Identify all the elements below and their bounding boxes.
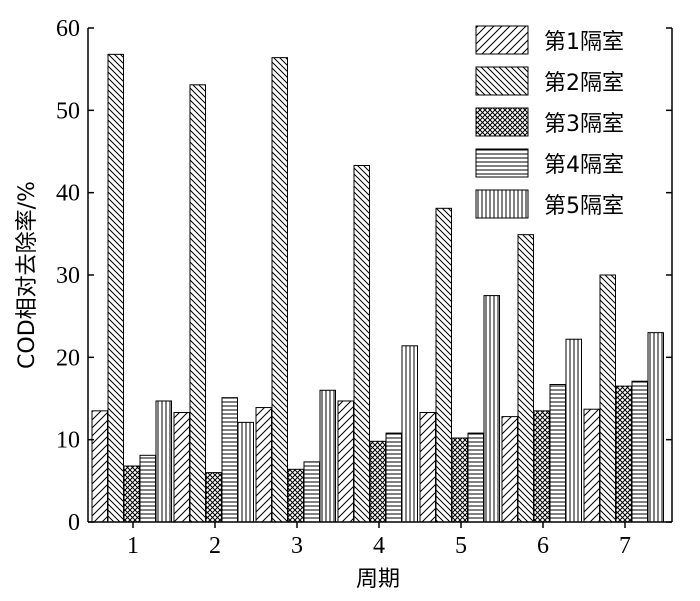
bar-series5-period1 bbox=[155, 400, 172, 523]
bar-series4-period6 bbox=[549, 384, 566, 523]
legend-label-1: 第1隔室 bbox=[544, 30, 624, 55]
bar-series3-period7 bbox=[615, 385, 632, 523]
bar-series2-period1 bbox=[107, 53, 124, 523]
bar-series5-period5 bbox=[483, 295, 500, 523]
bar-series1-period6 bbox=[501, 416, 518, 523]
bar-series2-period7 bbox=[599, 274, 616, 523]
y-tick-label-20: 20 bbox=[56, 345, 80, 371]
x-tick-label-4: 4 bbox=[373, 533, 385, 559]
bar-series4-period5 bbox=[467, 432, 484, 523]
x-tick-label-5: 5 bbox=[455, 533, 467, 559]
bar-series2-period6 bbox=[517, 234, 534, 523]
bar-series1-period1 bbox=[91, 410, 108, 523]
bar-series1-period3 bbox=[255, 407, 272, 523]
bar-series3-period3 bbox=[287, 468, 304, 523]
bar-series3-period4 bbox=[369, 440, 386, 523]
bar-series5-period6 bbox=[565, 338, 582, 523]
bar-series4-period4 bbox=[385, 432, 402, 523]
bar-series2-period3 bbox=[271, 57, 288, 523]
bars-layer bbox=[91, 53, 664, 523]
bar-series1-period7 bbox=[583, 408, 600, 523]
legend-swatch-2 bbox=[475, 66, 529, 96]
x-tick-label-3: 3 bbox=[291, 533, 303, 559]
legend-label-3: 第3隔室 bbox=[544, 112, 624, 137]
bar-series1-period2 bbox=[173, 411, 190, 523]
bar-series1-period5 bbox=[419, 411, 436, 523]
y-tick-label-60: 60 bbox=[56, 16, 80, 42]
y-tick-label-0: 0 bbox=[68, 510, 80, 536]
x-tick-label-2: 2 bbox=[209, 533, 221, 559]
bar-series2-period5 bbox=[435, 207, 452, 523]
bar-series3-period2 bbox=[205, 472, 222, 523]
y-tick-label-40: 40 bbox=[56, 181, 80, 207]
legend-swatch-5 bbox=[475, 189, 529, 219]
bar-series4-period2 bbox=[221, 397, 238, 523]
bar-series2-period2 bbox=[189, 84, 206, 523]
legend-swatch-1 bbox=[475, 25, 529, 55]
legend-label-2: 第2隔室 bbox=[544, 71, 624, 96]
x-tick-label-7: 7 bbox=[619, 533, 631, 559]
bar-series3-period6 bbox=[533, 410, 550, 523]
bar-series5-period7 bbox=[647, 332, 664, 523]
bar-series1-period4 bbox=[337, 400, 354, 523]
y-tick-label-50: 50 bbox=[56, 98, 80, 124]
y-axis-title: COD相对去除率/% bbox=[15, 181, 40, 369]
legend-label-5: 第5隔室 bbox=[544, 194, 624, 219]
legend-swatch-4 bbox=[475, 148, 529, 178]
y-tick-label-30: 30 bbox=[56, 263, 80, 289]
bar-series4-period7 bbox=[631, 380, 648, 523]
x-tick-label-1: 1 bbox=[127, 533, 139, 559]
bar-series3-period1 bbox=[123, 465, 140, 523]
bar-series5-period4 bbox=[401, 345, 418, 523]
y-tick-label-10: 10 bbox=[56, 428, 80, 454]
bar-series5-period2 bbox=[237, 421, 254, 523]
bar-series4-period3 bbox=[303, 461, 320, 523]
bar-series3-period5 bbox=[451, 437, 468, 523]
bar-series5-period3 bbox=[319, 389, 336, 523]
bar-series4-period1 bbox=[139, 454, 156, 523]
bar-series2-period4 bbox=[353, 164, 370, 523]
axes-layer: 0 10 20 30 40 50 60 1 2 3 4 5 6 7 bbox=[56, 16, 673, 559]
x-tick-label-6: 6 bbox=[537, 533, 549, 559]
x-axis-title: 周期 bbox=[356, 567, 400, 592]
legend-label-4: 第4隔室 bbox=[544, 153, 624, 178]
legend-swatch-3 bbox=[475, 107, 529, 137]
